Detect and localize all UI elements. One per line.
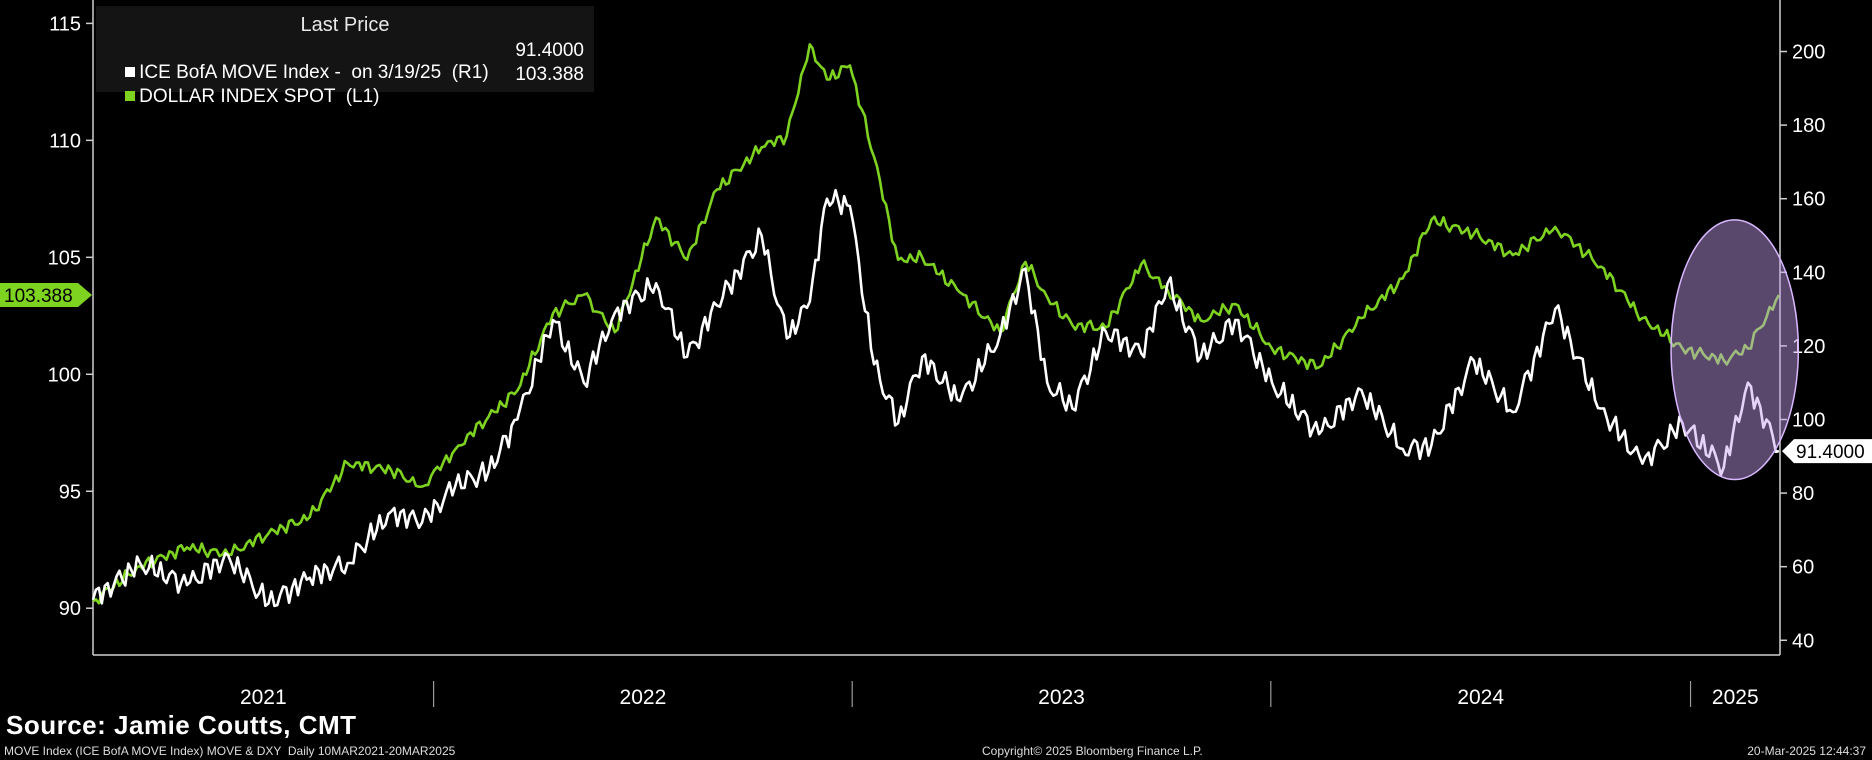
left-tick-label: 90 xyxy=(59,598,81,620)
footer-copyright: Copyright© 2025 Bloomberg Finance L.P. xyxy=(982,744,1203,758)
x-tick-label: 2023 xyxy=(1038,686,1085,709)
right-tick-label: 100 xyxy=(1792,409,1825,431)
x-tick-label: 2021 xyxy=(240,686,287,709)
series-lines xyxy=(91,43,1781,608)
x-tick-label: 2024 xyxy=(1457,686,1504,709)
legend-title: Last Price xyxy=(300,14,390,36)
right-tick-label: 180 xyxy=(1792,115,1825,137)
legend-box: Last Price ICE BofA MOVE Index - on 3/19… xyxy=(96,6,594,107)
highlight-annotation xyxy=(1670,219,1800,481)
x-tick-label: 2022 xyxy=(620,686,667,709)
dxy-swatch-icon xyxy=(125,91,136,101)
right-tick-label: 120 xyxy=(1792,336,1825,358)
right-tick-label: 80 xyxy=(1792,483,1814,505)
right-tick-label: 140 xyxy=(1792,262,1825,284)
move-last-tag xyxy=(1782,439,1872,464)
legend-move-value: 91.4000 xyxy=(515,40,584,61)
x-tick-label: 2025 xyxy=(1712,686,1759,709)
move-series-line xyxy=(91,188,1780,608)
legend-move-label: ICE BofA MOVE Index - on 3/19/25 (R1) xyxy=(139,62,489,83)
move-last-value: 91.4000 xyxy=(1796,442,1865,463)
legend-dxy-value: 103.388 xyxy=(515,64,584,85)
move-swatch-icon xyxy=(125,67,136,77)
legend-item-dxy: DOLLAR INDEX SPOT (L1) 103.388 xyxy=(104,64,584,152)
x-axis: 2021 2022 2023 2024 2025 xyxy=(93,654,1780,709)
dxy-series-line xyxy=(92,43,1781,605)
left-axis: 90 95 100 105 110 115 xyxy=(48,0,94,655)
footer-description: MOVE Index (ICE BofA MOVE Index) MOVE & … xyxy=(4,744,456,758)
right-tick-label: 40 xyxy=(1792,630,1814,652)
left-tick-label: 115 xyxy=(49,13,81,35)
right-axis: 40 60 80 100 120 140 160 180 200 xyxy=(1779,0,1825,655)
highlight-ellipse xyxy=(1670,219,1800,481)
left-tick-label: 100 xyxy=(48,364,81,386)
right-tick-label: 60 xyxy=(1792,557,1814,579)
left-tick-label: 105 xyxy=(48,247,81,269)
left-tick-label: 110 xyxy=(49,130,81,152)
legend-item-move: ICE BofA MOVE Index - on 3/19/25 (R1) 91… xyxy=(104,40,584,128)
year-dividers xyxy=(433,681,1692,707)
footer-timestamp: 20-Mar-2025 12:44:37 xyxy=(1747,744,1866,758)
right-tick-label: 160 xyxy=(1792,189,1825,211)
right-tick-label: 200 xyxy=(1792,42,1825,64)
legend-dxy-label: DOLLAR INDEX SPOT (L1) xyxy=(139,86,380,107)
left-tick-label: 95 xyxy=(59,481,81,503)
source-caption: Source: Jamie Coutts, CMT xyxy=(6,710,357,740)
last-value-labels: 103.388 91.4000 xyxy=(0,283,1872,464)
dxy-last-value: 103.388 xyxy=(4,286,73,307)
dxy-last-tag xyxy=(0,283,92,308)
